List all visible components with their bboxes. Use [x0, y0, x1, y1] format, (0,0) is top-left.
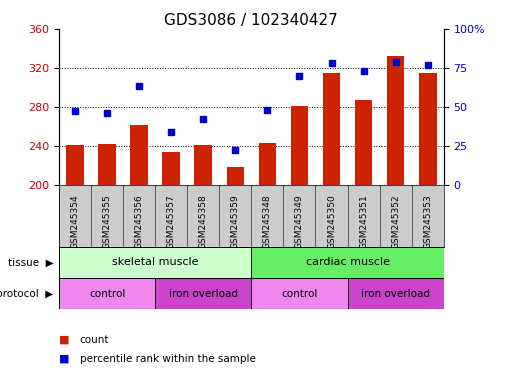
- Text: ■: ■: [59, 354, 69, 364]
- Text: control: control: [281, 288, 318, 298]
- Text: GSM245350: GSM245350: [327, 194, 336, 248]
- Text: GSM245355: GSM245355: [103, 194, 112, 248]
- Bar: [387, 56, 404, 185]
- Bar: [323, 73, 340, 185]
- Bar: [194, 145, 212, 185]
- Text: GSM245348: GSM245348: [263, 194, 272, 248]
- Title: GDS3086 / 102340427: GDS3086 / 102340427: [165, 13, 338, 28]
- Text: GSM245353: GSM245353: [423, 194, 432, 248]
- Bar: [259, 143, 276, 185]
- Text: skeletal muscle: skeletal muscle: [112, 257, 199, 267]
- Bar: [163, 152, 180, 185]
- Bar: [348, 278, 444, 309]
- Text: GSM245351: GSM245351: [359, 194, 368, 248]
- Bar: [419, 73, 437, 185]
- Bar: [59, 278, 155, 309]
- Text: percentile rank within the sample: percentile rank within the sample: [80, 354, 255, 364]
- Text: GSM245352: GSM245352: [391, 194, 400, 248]
- Text: count: count: [80, 335, 109, 345]
- Bar: [59, 247, 251, 278]
- Text: iron overload: iron overload: [361, 288, 430, 298]
- Bar: [130, 125, 148, 185]
- Bar: [355, 100, 372, 185]
- Text: GSM245354: GSM245354: [70, 194, 80, 248]
- Text: iron overload: iron overload: [169, 288, 238, 298]
- Text: GSM245356: GSM245356: [134, 194, 144, 248]
- Text: GSM245358: GSM245358: [199, 194, 208, 248]
- Text: protocol  ▶: protocol ▶: [0, 288, 53, 298]
- Bar: [66, 145, 84, 185]
- Bar: [98, 144, 116, 185]
- Text: GSM245349: GSM245349: [295, 194, 304, 248]
- Text: GSM245357: GSM245357: [167, 194, 176, 248]
- Text: ■: ■: [59, 335, 69, 345]
- Bar: [251, 247, 444, 278]
- Bar: [227, 167, 244, 185]
- Text: cardiac muscle: cardiac muscle: [306, 257, 389, 267]
- Bar: [251, 278, 348, 309]
- Text: tissue  ▶: tissue ▶: [8, 257, 53, 267]
- Bar: [155, 278, 251, 309]
- Text: control: control: [89, 288, 125, 298]
- Text: GSM245359: GSM245359: [231, 194, 240, 248]
- Bar: [291, 106, 308, 185]
